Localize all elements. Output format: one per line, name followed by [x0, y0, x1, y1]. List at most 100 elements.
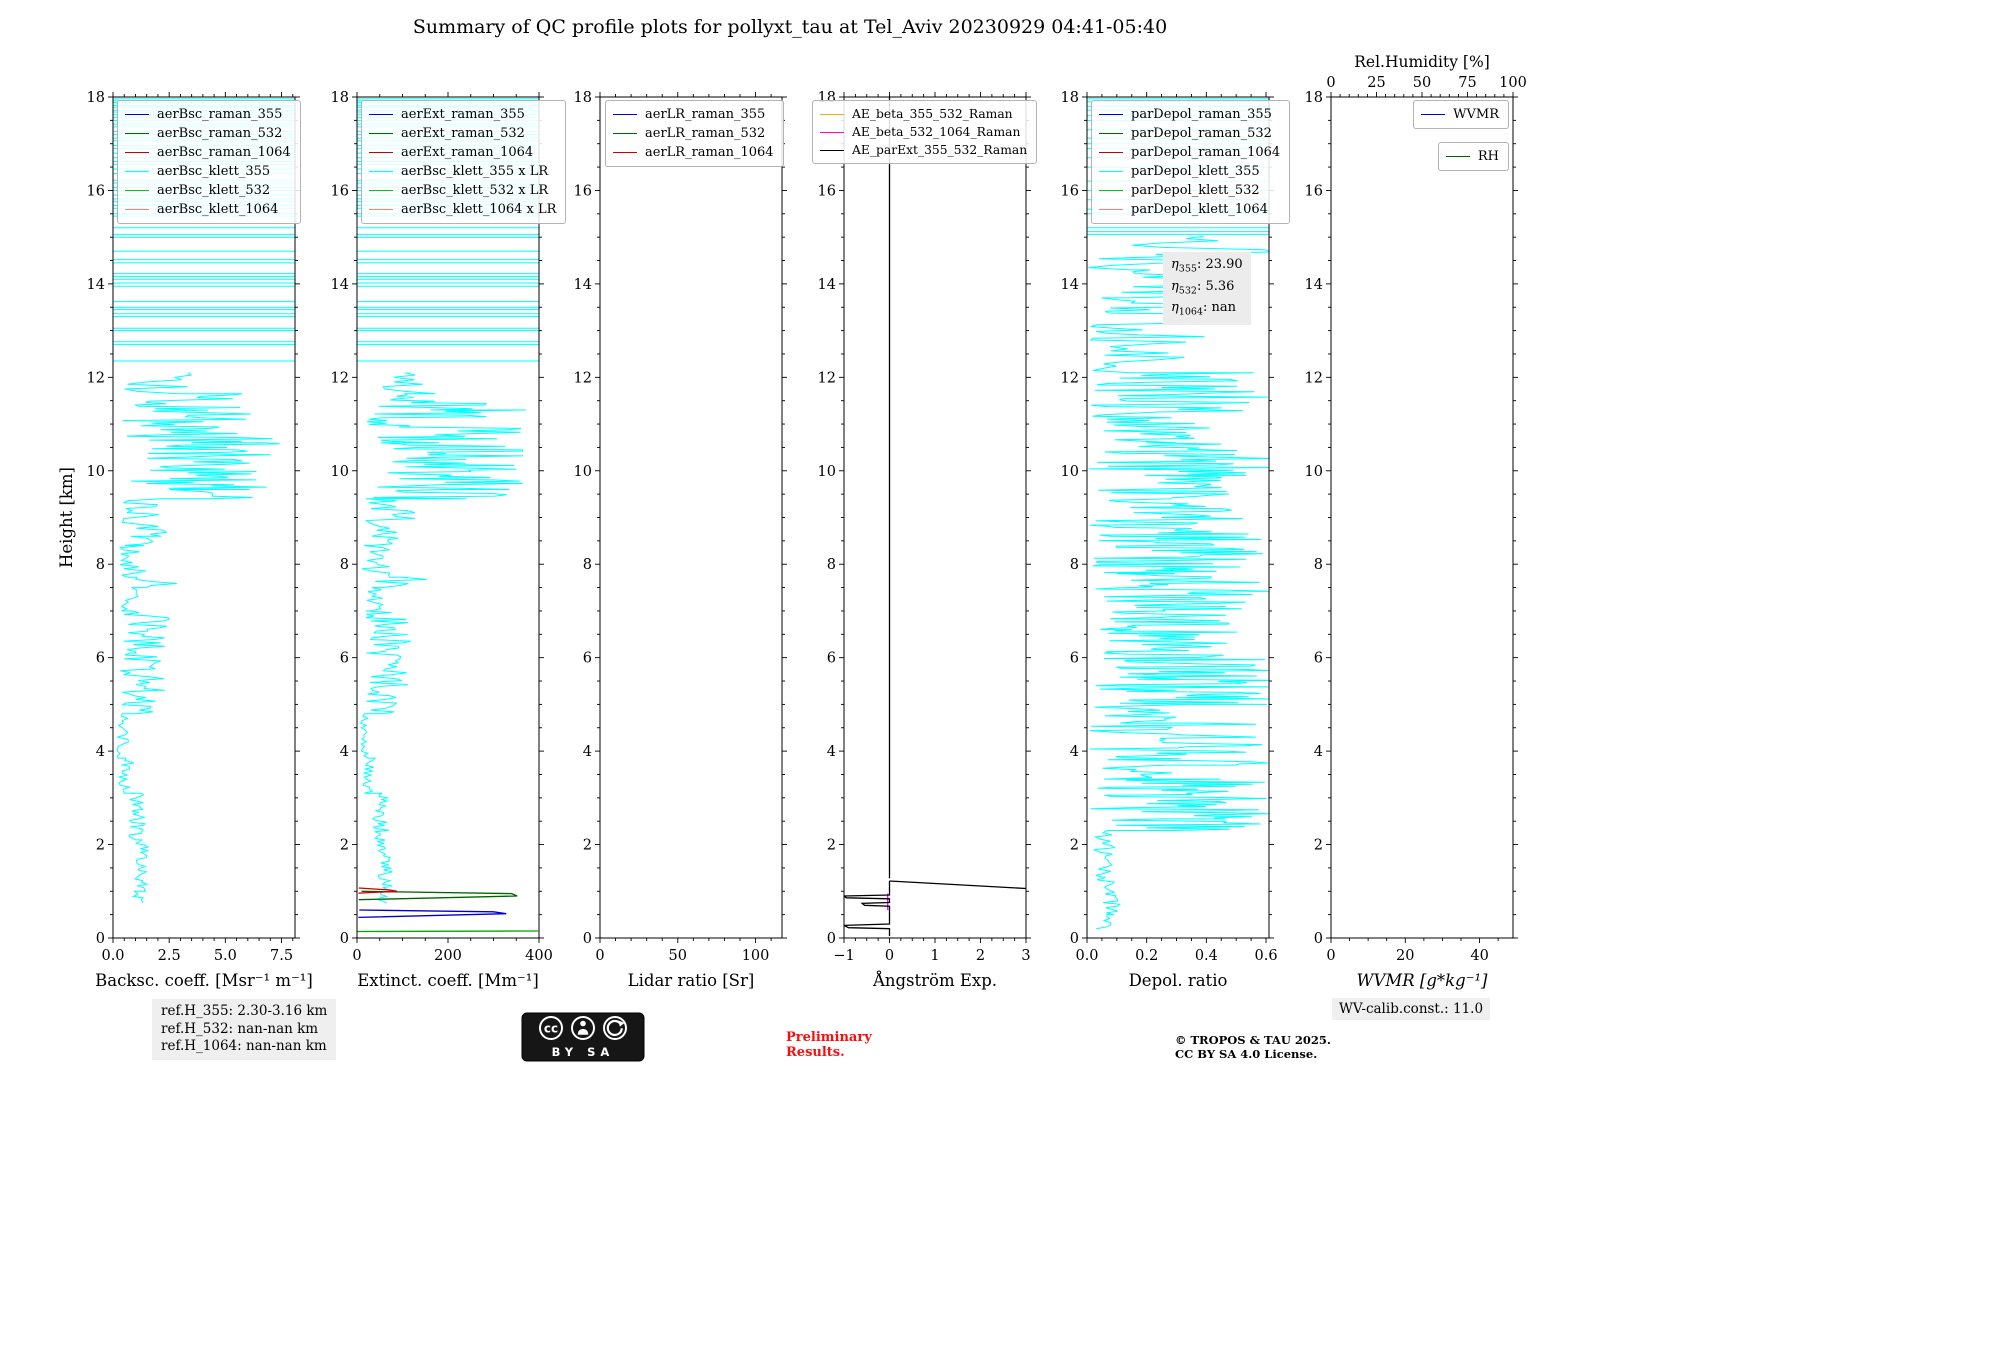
svg-text:0: 0 — [1314, 931, 1323, 947]
cc-badge-text: BY SA — [552, 1045, 615, 1059]
legend-item: aerLR_raman_1064 — [613, 143, 774, 162]
legend-line-swatch — [820, 131, 844, 133]
svg-text:10: 10 — [1061, 464, 1079, 480]
svg-text:40: 40 — [1470, 948, 1488, 964]
legend-item: aerBsc_klett_355 — [125, 162, 291, 181]
svg-text:12: 12 — [818, 370, 836, 386]
figure-title: Summary of QC profile plots for pollyxt_… — [412, 16, 1168, 38]
svg-text:Backsc. coeff. [Msr⁻¹ m⁻¹]: Backsc. coeff. [Msr⁻¹ m⁻¹] — [95, 971, 313, 990]
legend-item-label: aerLR_raman_532 — [645, 126, 766, 141]
svg-text:18: 18 — [1305, 90, 1323, 106]
svg-text:6: 6 — [96, 651, 105, 667]
cc-icon — [539, 1016, 563, 1040]
svg-text:4: 4 — [583, 744, 592, 760]
legend-item: AE_parExt_355_532_Raman — [820, 141, 1027, 159]
legend-item: aerExt_raman_355 — [369, 105, 556, 124]
legend-line-swatch — [369, 171, 393, 172]
legend-item: parDepol_raman_1064 — [1099, 143, 1280, 162]
svg-text:12: 12 — [331, 370, 349, 386]
eta-value-line: η532: 5.36 — [1171, 278, 1235, 297]
legend-line-swatch — [820, 149, 844, 151]
copyright-note: © TROPOS & TAU 2025. CC BY SA 4.0 Licens… — [1175, 1033, 1331, 1061]
svg-text:0: 0 — [1326, 948, 1335, 964]
svg-text:16: 16 — [1061, 183, 1079, 199]
svg-text:14: 14 — [1061, 277, 1079, 293]
eta-value-line: η1064: nan — [1171, 300, 1236, 318]
svg-text:0.6: 0.6 — [1254, 948, 1277, 964]
svg-text:12: 12 — [87, 370, 105, 386]
svg-text:0.0: 0.0 — [101, 948, 124, 964]
svg-text:8: 8 — [96, 557, 105, 573]
legend-panel-1: aerBsc_raman_355 aerBsc_raman_532 aerBsc_r… — [117, 100, 301, 224]
legend-item-label: aerBsc_klett_532 x LR — [401, 183, 549, 198]
svg-text:4: 4 — [1314, 744, 1323, 760]
legend-line-swatch — [1421, 114, 1446, 115]
legend-item-label: aerBsc_raman_1064 — [157, 145, 291, 160]
svg-text:2: 2 — [827, 838, 836, 854]
legend-item: AE_beta_532_1064_Raman — [820, 123, 1027, 141]
svg-text:0: 0 — [352, 948, 361, 964]
svg-text:8: 8 — [583, 557, 592, 573]
svg-text:18: 18 — [1061, 90, 1079, 106]
legend-line-swatch — [369, 152, 393, 153]
svg-text:0: 0 — [583, 931, 592, 947]
legend-line-swatch — [1099, 209, 1123, 210]
svg-text:18: 18 — [574, 90, 592, 106]
svg-text:Extinct. coeff. [Mm⁻¹]: Extinct. coeff. [Mm⁻¹] — [357, 971, 539, 990]
legend-item: aerLR_raman_355 — [613, 105, 774, 124]
legend-item-label: aerBsc_klett_1064 — [157, 202, 279, 217]
legend-line-swatch — [125, 133, 149, 134]
svg-text:10: 10 — [1305, 464, 1323, 480]
legend-item: aerBsc_raman_355 — [125, 105, 291, 124]
svg-text:4: 4 — [340, 744, 349, 760]
ref-height-355: ref.H_355: 2.30-3.16 km — [161, 1003, 328, 1019]
legend-line-swatch — [613, 133, 637, 134]
svg-text:12: 12 — [1061, 370, 1079, 386]
svg-text:14: 14 — [331, 277, 349, 293]
legend-item: RH — [1445, 147, 1499, 166]
legend-item: AE_beta_355_532_Raman — [820, 105, 1027, 123]
svg-text:6: 6 — [1314, 651, 1323, 667]
legend-item-label: parDepol_raman_1064 — [1131, 145, 1281, 160]
svg-text:2: 2 — [583, 838, 592, 854]
legend-item: aerBsc_raman_1064 — [125, 143, 291, 162]
svg-text:0: 0 — [885, 948, 894, 964]
legend-item-label: parDepol_klett_532 — [1131, 183, 1260, 198]
svg-text:0.2: 0.2 — [1135, 948, 1158, 964]
legend-item: aerBsc_klett_532 x LR — [369, 181, 556, 200]
svg-text:10: 10 — [87, 464, 105, 480]
legend-item-label: WVMR — [1453, 107, 1499, 122]
legend-item: parDepol_raman_355 — [1099, 105, 1280, 124]
svg-text:200: 200 — [434, 948, 462, 964]
legend-item-label: AE_parExt_355_532_Raman — [852, 143, 1028, 157]
legend-item-label: parDepol_raman_355 — [1131, 107, 1272, 122]
legend-item-label: aerExt_raman_532 — [401, 126, 525, 141]
legend-item-label: aerBsc_klett_355 x LR — [401, 164, 549, 179]
svg-text:16: 16 — [574, 183, 592, 199]
svg-text:10: 10 — [818, 464, 836, 480]
legend-panel-4: AE_beta_355_532_Raman AE_beta_532_1064_Ra… — [812, 100, 1038, 164]
svg-text:100: 100 — [742, 948, 770, 964]
legend-item-label: aerExt_raman_355 — [401, 107, 525, 122]
legend-item: aerBsc_klett_1064 — [125, 200, 291, 219]
legend-line-swatch — [613, 152, 637, 153]
legend-line-swatch — [1099, 190, 1123, 191]
svg-text:0: 0 — [827, 931, 836, 947]
legend-item-label: aerBsc_raman_355 — [157, 107, 283, 122]
svg-text:6: 6 — [827, 651, 836, 667]
svg-text:2: 2 — [976, 948, 985, 964]
svg-text:0.0: 0.0 — [1075, 948, 1098, 964]
legend-item-label: aerExt_raman_1064 — [401, 145, 534, 160]
legend-item-label: aerLR_raman_1064 — [645, 145, 774, 160]
svg-text:16: 16 — [87, 183, 105, 199]
svg-text:14: 14 — [574, 277, 592, 293]
svg-text:6: 6 — [1070, 651, 1079, 667]
svg-text:18: 18 — [87, 90, 105, 106]
svg-text:3: 3 — [1021, 948, 1030, 964]
svg-text:2: 2 — [340, 838, 349, 854]
legend-line-swatch — [1099, 171, 1123, 172]
svg-text:12: 12 — [574, 370, 592, 386]
legend-item-label: aerBsc_klett_532 — [157, 183, 271, 198]
legend-line-swatch — [369, 190, 393, 191]
